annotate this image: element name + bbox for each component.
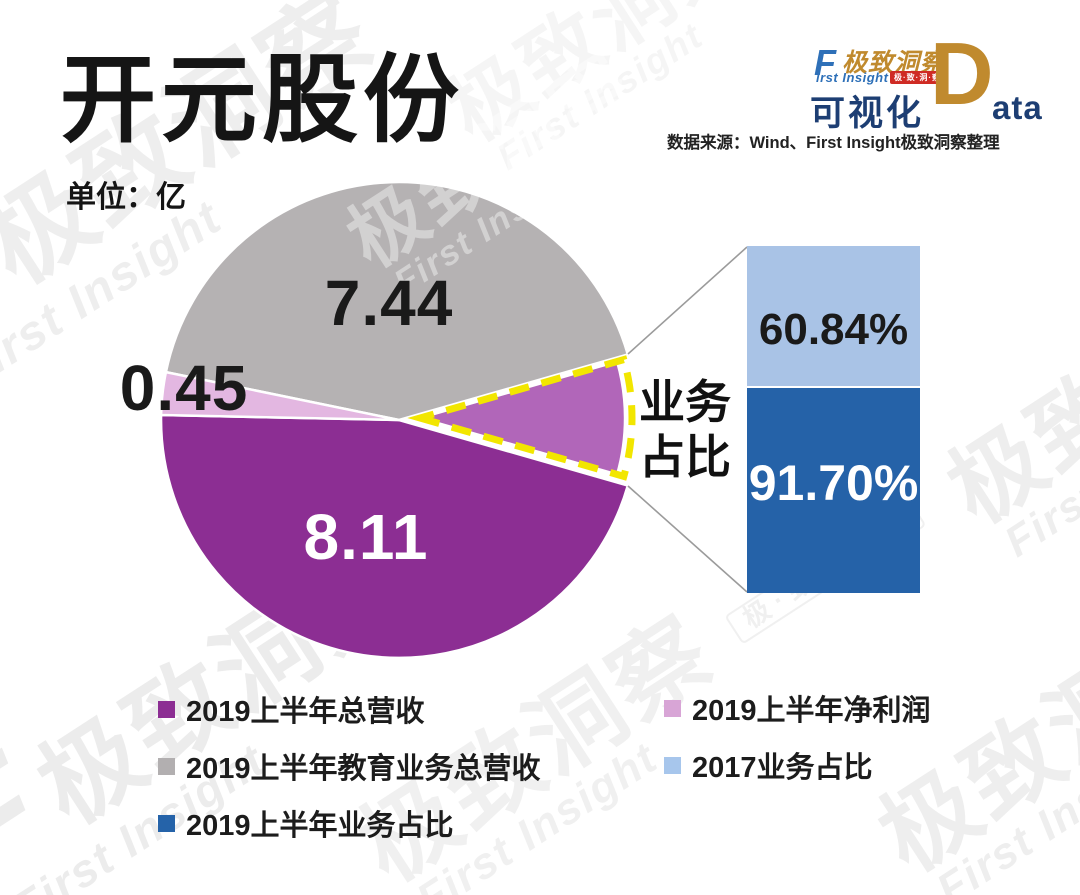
legend-item-2019-share: 2019上半年业务占比 [158,810,454,842]
legend-swatch-net-profit [664,699,681,717]
logo-d-letter: D [930,24,994,123]
legend-label: 2019上半年业务占比 [186,810,454,842]
callout-line1: 业务 [639,376,731,428]
legend-item-2017-share: 2017业务占比 [664,752,873,784]
legend-item-education-revenue: 2019上半年教育业务总营收 [158,753,541,785]
brand-logo: F 极致洞察 irst Insight 极·致·洞·察 可视化 D ata [808,30,1048,134]
connector-line-1 [627,246,748,355]
logo-data-rest: ata [992,89,1043,126]
pie-slice-2 [159,370,401,422]
legend-swatch-total-revenue [158,700,175,718]
bar-segment-2019: 91.70% [747,388,920,593]
legend-item-net-profit: 2019上半年净利润 [664,695,931,727]
highlight-wedge [418,360,627,476]
bar-segment-2017: 60.84% [747,246,920,386]
bar-value-2017: 60.84% [758,305,909,354]
legend-item-total-revenue: 2019上半年总营收 [158,696,425,728]
unit-label: 单位：亿 [66,181,186,214]
page-title: 开元股份 [60,47,464,154]
legend-label: 2017业务占比 [692,752,873,784]
data-source-note: 数据来源：Wind、First Insight极致洞察整理 [667,134,1000,152]
connector-line-2 [627,485,748,593]
logo-first-insight: irst Insight [816,70,889,85]
legend-swatch-education-revenue [158,757,175,775]
pie-value-education-revenue: 7.44 [324,267,454,339]
legend-label: 2019上半年总营收 [186,696,425,728]
callout-line2: 占比 [639,431,731,483]
pie-value-net-profit: 0.45 [119,352,249,424]
logo-product-cn: 可视化 [810,94,925,133]
logo-f-letter: F [814,42,836,83]
legend-label: 2019上半年净利润 [692,695,931,727]
bar-value-2019: 91.70% [748,454,919,511]
business-share-callout: 业务 占比 [639,375,731,485]
legend-swatch-2017-share [664,756,681,774]
pie-value-total-revenue: 8.11 [303,501,429,573]
legend-swatch-2019-share [158,814,175,832]
logo-badge: 极·致·洞·察 [890,71,945,84]
pie-slice-1 [164,180,630,422]
highlight-wedge-outline [407,355,636,481]
pie-slice-0 [159,413,630,660]
legend-label: 2019上半年教育业务总营收 [186,753,541,785]
